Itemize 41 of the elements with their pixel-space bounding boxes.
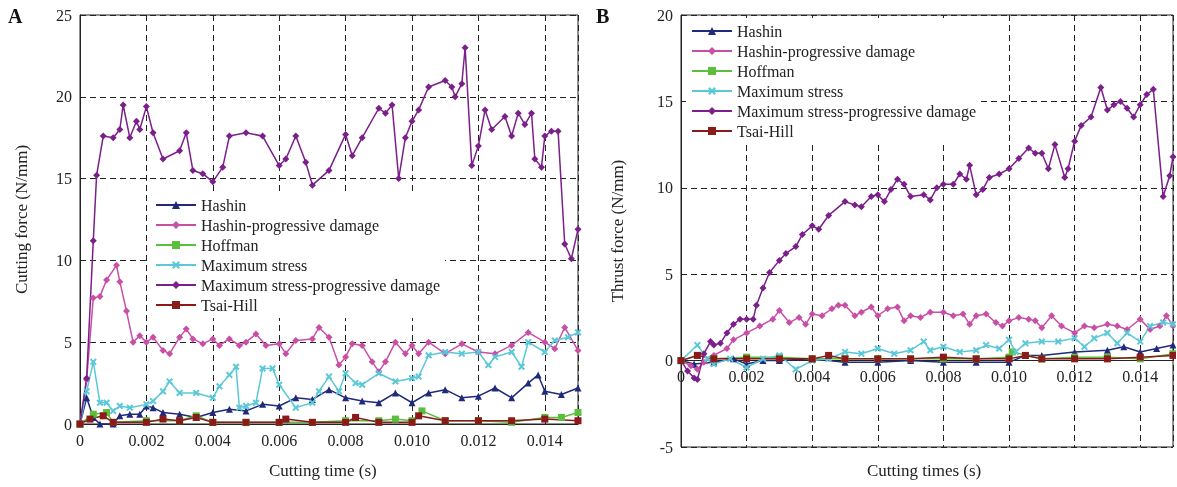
legend-label: Hoffman xyxy=(737,62,795,80)
legend-label: Tsai-Hill xyxy=(737,122,795,140)
x-tick-label: 0.004 xyxy=(194,431,231,449)
y-tick-label: 5 xyxy=(665,265,673,283)
x-axis-title: Cutting times (s) xyxy=(867,461,982,480)
text: B xyxy=(596,5,610,27)
legend-label: Maximum stress-progressive damage xyxy=(737,102,977,121)
legend-label: Maximum stress xyxy=(737,82,844,100)
y-tick-label: 0 xyxy=(64,415,72,433)
x-tick-label: 0.008 xyxy=(925,368,962,386)
legend-label: Maximum stress xyxy=(201,256,308,274)
x-tick-label: 0.008 xyxy=(327,431,364,449)
x-tick-label: 0 xyxy=(76,431,84,449)
x-tick-label: 0.002 xyxy=(128,431,165,449)
y-tick-label: 25 xyxy=(56,6,72,24)
x-tick-label: 0.014 xyxy=(526,431,563,449)
y-tick-label: 5 xyxy=(64,333,72,351)
y-axis-title: Thrust force (N/mm) xyxy=(608,159,627,303)
legend-label: Tsai-Hill xyxy=(201,296,259,314)
legend-label: Hashin xyxy=(737,22,783,40)
x-tick-label: 0.012 xyxy=(460,431,497,449)
y-axis-title: Cutting force (N/mm) xyxy=(12,144,31,295)
y-tick-label: -5 xyxy=(659,438,673,456)
legend-label: Hashin xyxy=(201,196,247,214)
y-tick-label: 20 xyxy=(657,6,673,24)
y-tick-label: 20 xyxy=(56,88,72,106)
legend-label: Hoffman xyxy=(201,236,259,254)
text: A xyxy=(8,5,23,27)
x-tick-label: 0.002 xyxy=(728,368,765,386)
x-tick-label: 0.006 xyxy=(261,431,298,449)
legend-label: Hashin-progressive damage xyxy=(737,42,916,61)
y-tick-label: 10 xyxy=(56,251,72,269)
legend-label: Hashin-progressive damage xyxy=(201,216,380,235)
y-tick-label: 10 xyxy=(657,179,673,197)
x-axis-title: Cutting time (s) xyxy=(269,461,377,480)
y-tick-label: 0 xyxy=(665,352,673,370)
x-tick-label: 0.010 xyxy=(394,431,430,449)
x-tick-label: 0.006 xyxy=(859,368,896,386)
legend-label: Maximum stress-progressive damage xyxy=(201,276,441,295)
y-tick-label: 15 xyxy=(657,92,673,110)
y-tick-label: 15 xyxy=(56,170,72,188)
